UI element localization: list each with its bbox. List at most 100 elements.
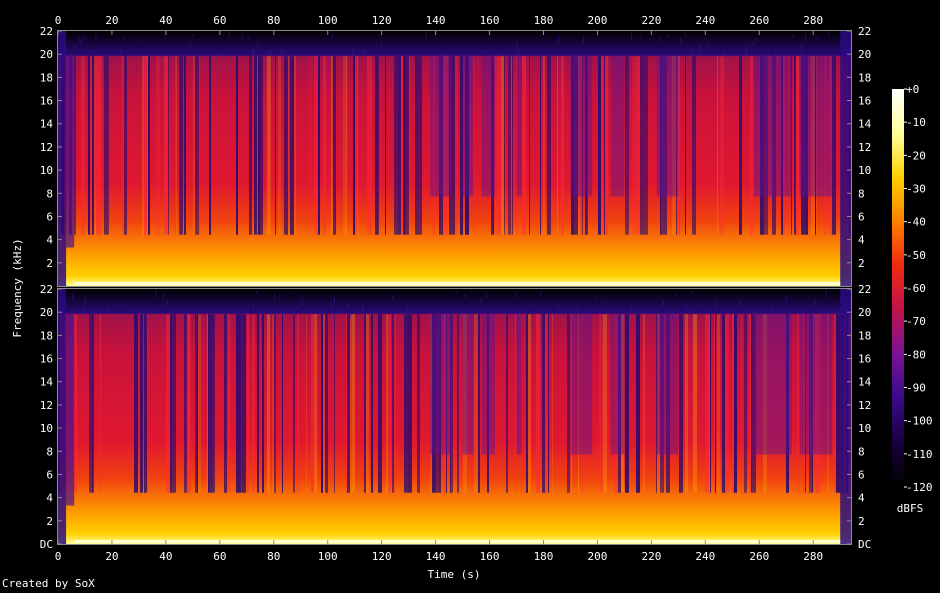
- colorbar-tick-label: -40: [906, 216, 926, 229]
- x-tick-label-top: 180: [534, 14, 554, 27]
- colorbar-tick-label: -90: [906, 382, 926, 395]
- x-axis-top: 0 20 40 60 80 100 120 140 160 180 200 220 240 260 280: [55, 14, 823, 35]
- y-tick-label-left: 16: [40, 95, 53, 108]
- y-tick-label-left: 20: [40, 306, 53, 319]
- x-tick-label-top: 140: [426, 14, 446, 27]
- y-tick-label-left: 16: [40, 353, 53, 366]
- colorbar-unit: dBFS: [897, 502, 924, 515]
- x-tick-label-bottom: 120: [372, 550, 392, 563]
- y-tick-label-left: 10: [40, 164, 53, 177]
- x-tick-label-top: 0: [55, 14, 62, 27]
- x-axis-label: Time (s): [428, 568, 481, 581]
- x-tick-label-bottom: 80: [267, 550, 280, 563]
- colorbar-tick-label: -110: [906, 448, 933, 461]
- y-tick-label-left: 22: [40, 283, 53, 296]
- x-tick-label-bottom: 0: [55, 550, 62, 563]
- colorbar-tick-label: -80: [906, 348, 926, 361]
- x-tick-label-bottom: 40: [159, 550, 172, 563]
- y-tick-label-right: 6: [858, 468, 865, 481]
- y-tick-label-left: 4: [46, 234, 53, 247]
- x-tick-label-top: 260: [749, 14, 769, 27]
- x-tick-label-bottom: 100: [318, 550, 338, 563]
- y-tick-label-right: 22: [858, 283, 871, 296]
- y-tick-label-left: 4: [46, 492, 53, 505]
- y-tick-label-right: 16: [858, 353, 871, 366]
- y-tick-label-left: 18: [40, 329, 53, 342]
- x-tick-label-top: 100: [318, 14, 338, 27]
- y-tick-label-right: 18: [858, 71, 871, 84]
- colorbar-scale: [892, 89, 904, 487]
- x-tick-label-bottom: 240: [695, 550, 715, 563]
- y-tick-label-right: 14: [858, 376, 872, 389]
- y-tick-label-right: 6: [858, 210, 865, 223]
- y-tick-label-left: 6: [46, 210, 53, 223]
- x-tick-label-bottom: 140: [426, 550, 446, 563]
- colorbar-tick-label: -100: [906, 415, 933, 428]
- x-tick-label-top: 20: [105, 14, 118, 27]
- colorbar-tick-label: +0: [906, 83, 919, 96]
- y-tick-label-right: 20: [858, 306, 871, 319]
- y-tick-label-left: 14: [40, 376, 54, 389]
- channel-1-frame: [57, 30, 852, 287]
- y-tick-label-right: 8: [858, 445, 865, 458]
- credit-text: Created by SoX: [2, 577, 95, 590]
- y-tick-label-left: DC: [40, 538, 53, 551]
- x-tick-label-top: 40: [159, 14, 172, 27]
- x-tick-label-bottom: 220: [641, 550, 661, 563]
- y-tick-label-left: 18: [40, 71, 53, 84]
- y-tick-label-left: 2: [46, 257, 53, 270]
- x-tick-label-bottom: 180: [534, 550, 554, 563]
- y-tick-label-right: 20: [858, 48, 871, 61]
- colorbar-tick-label: -10: [906, 116, 926, 129]
- x-tick-label-top: 240: [695, 14, 715, 27]
- x-tick-label-top: 160: [480, 14, 500, 27]
- y-tick-label-left: 6: [46, 468, 53, 481]
- y-tick-label-left: 20: [40, 48, 53, 61]
- x-tick-label-top: 200: [588, 14, 608, 27]
- y-tick-label-right: 18: [858, 329, 871, 342]
- y-tick-label-right: 22: [858, 25, 871, 38]
- x-tick-label-top: 220: [641, 14, 661, 27]
- y-tick-label-right: 8: [858, 187, 865, 200]
- y-tick-label-right: 2: [858, 515, 865, 528]
- x-tick-label-bottom: 280: [803, 550, 823, 563]
- y-tick-label-right: 2: [858, 257, 865, 270]
- colorbar-tick-label: -120: [906, 481, 933, 494]
- channel-2-frame: [57, 288, 852, 545]
- y-tick-label-left: 12: [40, 141, 53, 154]
- x-tick-label-bottom: 200: [588, 550, 608, 563]
- colorbar: +0 -10 -20 -30 -40 -50 -60 -70 -80 -90 -100 -110 -12…: [892, 83, 933, 515]
- x-tick-label-bottom: 60: [213, 550, 226, 563]
- x-axis-bottom: 0 20 40 60 80 100 120 140 160 180 200 220 240 260 280: [55, 540, 823, 563]
- y-tick-label-right: 4: [858, 234, 865, 247]
- y-tick-label-right: DC: [858, 538, 871, 551]
- y-tick-label-right: 4: [858, 492, 865, 505]
- x-tick-label-bottom: 260: [749, 550, 769, 563]
- colorbar-tick-label: -20: [906, 149, 926, 162]
- x-tick-label-top: 60: [213, 14, 226, 27]
- colorbar-tick-label: -60: [906, 282, 926, 295]
- y-tick-label-left: 12: [40, 399, 53, 412]
- y-tick-label-right: 10: [858, 422, 871, 435]
- y-tick-label-left: 8: [46, 187, 53, 200]
- y-tick-label-left: 10: [40, 422, 53, 435]
- colorbar-tick-label: -50: [906, 249, 926, 262]
- x-tick-label-bottom: 160: [480, 550, 500, 563]
- spectrogram-channel-2: [58, 289, 851, 544]
- x-tick-label-bottom: 20: [105, 550, 118, 563]
- x-tick-label-top: 280: [803, 14, 823, 27]
- x-tick-label-top: 120: [372, 14, 392, 27]
- y-tick-label-right: 12: [858, 399, 871, 412]
- y-tick-label-right: 14: [858, 118, 872, 131]
- y-axis-label: Frequency (kHz): [11, 238, 24, 337]
- y-tick-label-right: 10: [858, 164, 871, 177]
- y-tick-label-right: 12: [858, 141, 871, 154]
- colorbar-tick-label: -70: [906, 315, 926, 328]
- x-tick-label-top: 80: [267, 14, 280, 27]
- colorbar-tick-label: -30: [906, 183, 926, 196]
- y-tick-label-left: 22: [40, 25, 53, 38]
- y-tick-label-right: 16: [858, 95, 871, 108]
- y-tick-label-left: 14: [40, 118, 54, 131]
